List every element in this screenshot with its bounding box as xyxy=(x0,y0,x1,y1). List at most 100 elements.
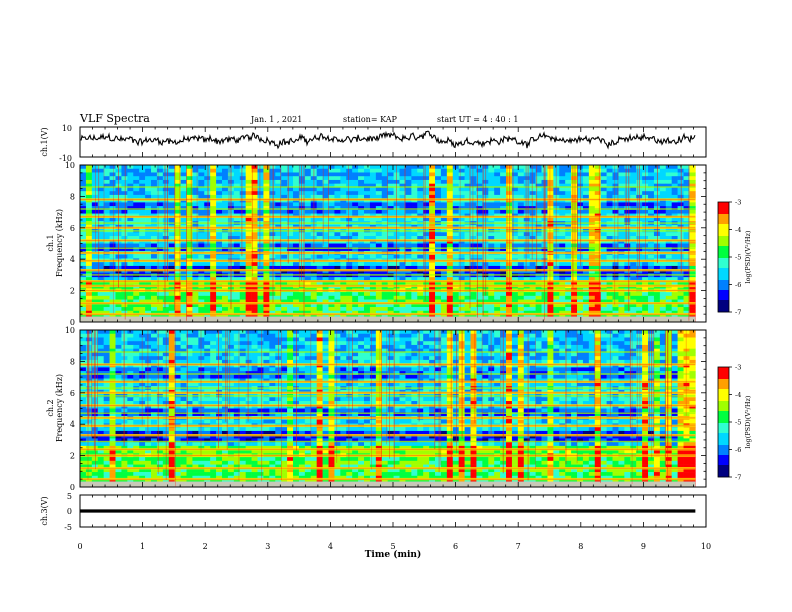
spectrogram-cell xyxy=(535,310,542,315)
spectrogram-cell xyxy=(322,292,329,297)
spectrogram-cell xyxy=(204,168,211,173)
spectrogram-cell xyxy=(399,168,406,173)
spectrogram-cell xyxy=(423,269,430,274)
spectrogram-cell xyxy=(168,206,175,211)
spectrogram-cell xyxy=(316,310,323,315)
spectrogram-cell xyxy=(275,236,282,241)
spectrogram-cell xyxy=(571,176,578,181)
spectrogram-cell xyxy=(446,217,454,222)
spectrogram-cell xyxy=(405,262,412,267)
spectrogram-cell xyxy=(476,277,483,282)
spectrogram-cell xyxy=(435,217,442,222)
spectrogram-cell xyxy=(547,239,554,244)
spectrogram-cell xyxy=(612,254,619,259)
spectrogram-cell xyxy=(210,217,217,222)
spectrogram-cell xyxy=(624,183,631,188)
spectrogram-cell xyxy=(139,269,146,274)
spectrogram-cell xyxy=(156,330,164,335)
spectrogram-cell xyxy=(245,165,252,170)
spectrogram-cell xyxy=(523,191,530,196)
spectrogram-cell xyxy=(559,243,566,248)
spectrogram-cell xyxy=(375,239,383,244)
spectrogram-cell xyxy=(281,280,288,285)
spectrogram-cell xyxy=(180,183,187,188)
spectrogram-cell xyxy=(565,176,572,181)
spectrogram-cell xyxy=(269,209,276,214)
spectrogram-cell xyxy=(233,269,241,274)
spectrogram-cell xyxy=(109,191,116,196)
spectrogram-cell xyxy=(151,202,158,207)
spectrogram-cell xyxy=(186,333,193,338)
spectrogram-cell xyxy=(429,277,436,282)
spectrogram-cell xyxy=(127,187,134,192)
spectrogram-cell xyxy=(139,262,146,267)
spectrogram-cell xyxy=(103,295,110,300)
spectrogram-cell xyxy=(642,265,649,270)
spectrogram-cell xyxy=(369,206,377,211)
spectrogram-cell xyxy=(245,330,252,335)
spectrogram-cell xyxy=(139,333,146,338)
spectrogram-cell xyxy=(506,236,513,241)
spectrogram-cell xyxy=(216,172,223,177)
ch1-spectrogram-image xyxy=(80,165,696,323)
spectrogram-cell xyxy=(346,236,353,241)
spectrogram-cell xyxy=(464,299,471,304)
spectrogram-cell xyxy=(80,243,87,248)
spectrogram-cell xyxy=(511,307,519,312)
spectrogram-cell xyxy=(334,262,341,267)
spectrogram-cell xyxy=(624,206,631,211)
spectrogram-cell xyxy=(553,209,560,214)
spectrogram-cell xyxy=(109,202,116,207)
spectrogram-cell xyxy=(612,179,619,184)
spectrogram-cell xyxy=(500,194,507,199)
spectrogram-cell xyxy=(233,310,241,315)
spectrogram-cell xyxy=(387,243,394,248)
spectrogram-cell xyxy=(180,187,187,192)
spectrogram-cell xyxy=(334,307,341,312)
spectrogram-cell xyxy=(168,236,175,241)
spectrogram-cell xyxy=(671,183,678,188)
spectrogram-streak xyxy=(313,165,315,264)
spectrogram-cell xyxy=(115,307,122,312)
spectrogram-cell xyxy=(399,239,406,244)
spectrogram-cell xyxy=(133,236,140,241)
spectrogram-cell xyxy=(180,299,187,304)
spectrogram-cell xyxy=(547,194,554,199)
spectrogram-cell xyxy=(594,254,601,259)
spectrogram-cell xyxy=(346,187,353,192)
spectrogram-cell xyxy=(630,172,637,177)
spectrogram-cell xyxy=(689,176,696,181)
spectrogram-cell xyxy=(689,209,696,214)
spectrogram-cell xyxy=(606,341,613,346)
spectrogram-cell xyxy=(358,236,365,241)
spectrogram-cell xyxy=(80,310,87,315)
spectrogram-cell xyxy=(665,236,672,241)
spectrogram-cell xyxy=(689,269,696,274)
spectrogram-cell xyxy=(239,344,246,349)
spectrogram-cell xyxy=(156,333,164,338)
spectrogram-cell xyxy=(582,299,590,304)
spectrogram-cell xyxy=(671,333,678,338)
spectrogram-cell xyxy=(180,295,187,300)
spectrogram-cell xyxy=(653,330,661,335)
spectrogram-cell xyxy=(275,330,282,335)
spectrogram-cell xyxy=(565,265,572,270)
spectrogram-cell xyxy=(423,191,430,196)
spectrogram-cell xyxy=(180,269,187,274)
spectrogram-cell xyxy=(648,168,655,173)
spectrogram-cell xyxy=(192,337,199,342)
spectrogram-cell xyxy=(375,277,383,282)
spectrogram-cell xyxy=(523,303,530,308)
spectrogram-cell xyxy=(269,333,276,338)
spectrogram-cell xyxy=(630,254,637,259)
spectrogram-cell xyxy=(263,341,270,346)
spectrogram-cell xyxy=(91,303,99,308)
spectrogram-cell xyxy=(127,277,134,282)
spectrogram-cell xyxy=(452,236,459,241)
spectrogram-cell xyxy=(440,232,448,237)
spectrogram-cell xyxy=(506,344,513,349)
spectrogram-cell xyxy=(541,303,548,308)
spectrogram-cell xyxy=(411,202,418,207)
spectrogram-cell xyxy=(127,176,134,181)
spectrogram-cell xyxy=(239,333,246,338)
